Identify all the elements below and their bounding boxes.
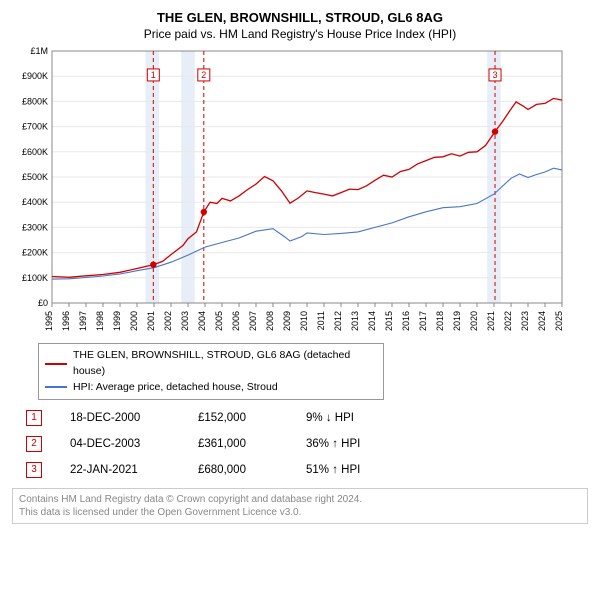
svg-text:2000: 2000 — [129, 311, 139, 331]
event-marker: 2 — [26, 436, 42, 452]
event-pct: 51% ↑ HPI — [306, 464, 416, 476]
event-price: £152,000 — [198, 412, 278, 424]
event-date: 04-DEC-2003 — [70, 438, 170, 450]
svg-text:2013: 2013 — [350, 311, 360, 331]
svg-text:2015: 2015 — [384, 311, 394, 331]
svg-text:£600K: £600K — [22, 147, 48, 157]
svg-text:1996: 1996 — [61, 311, 71, 331]
svg-text:2003: 2003 — [180, 311, 190, 331]
event-row: 2 04-DEC-2003 £361,000 36% ↑ HPI — [26, 436, 590, 452]
svg-text:2010: 2010 — [299, 311, 309, 331]
legend-label: THE GLEN, BROWNSHILL, STROUD, GL6 8AG (d… — [73, 348, 375, 380]
svg-text:£1M: £1M — [30, 47, 48, 56]
legend-row: HPI: Average price, detached house, Stro… — [45, 380, 375, 396]
chart-title: THE GLEN, BROWNSHILL, STROUD, GL6 8AG — [10, 10, 590, 25]
svg-text:2020: 2020 — [469, 311, 479, 331]
chart-subtitle: Price paid vs. HM Land Registry's House … — [10, 27, 590, 41]
legend: THE GLEN, BROWNSHILL, STROUD, GL6 8AG (d… — [38, 343, 384, 400]
price-chart: £0 £100K £200K £300K £400K £500K £600K £700K £80… — [10, 47, 570, 337]
event-row: 3 22-JAN-2021 £680,000 51% ↑ HPI — [26, 462, 590, 478]
svg-text:2009: 2009 — [282, 311, 292, 331]
events-list: 1 18-DEC-2000 £152,000 9% ↓ HPI 2 04-DEC-2003… — [26, 410, 590, 478]
svg-text:2023: 2023 — [520, 311, 530, 331]
event-pct: 9% ↓ HPI — [306, 412, 416, 424]
svg-text:2017: 2017 — [418, 311, 428, 331]
svg-text:£300K: £300K — [22, 222, 48, 232]
svg-text:2004: 2004 — [197, 311, 207, 331]
svg-text:2019: 2019 — [452, 311, 462, 331]
event-marker: 3 — [26, 462, 42, 478]
svg-text:1997: 1997 — [78, 311, 88, 331]
event-marker: 1 — [26, 410, 42, 426]
legend-swatch — [45, 386, 67, 388]
svg-text:£700K: £700K — [22, 122, 48, 132]
svg-text:2001: 2001 — [146, 311, 156, 331]
event-date: 18-DEC-2000 — [70, 412, 170, 424]
license-footer: Contains HM Land Registry data © Crown c… — [12, 488, 588, 524]
container: THE GLEN, BROWNSHILL, STROUD, GL6 8AG Pr… — [0, 0, 600, 532]
svg-text:3: 3 — [493, 70, 498, 80]
svg-text:2007: 2007 — [248, 311, 258, 331]
svg-text:2022: 2022 — [503, 311, 513, 331]
svg-text:2005: 2005 — [214, 311, 224, 331]
svg-text:1998: 1998 — [95, 311, 105, 331]
event-price: £361,000 — [198, 438, 278, 450]
legend-label: HPI: Average price, detached house, Stro… — [73, 380, 278, 396]
svg-text:2008: 2008 — [265, 311, 275, 331]
legend-row: THE GLEN, BROWNSHILL, STROUD, GL6 8AG (d… — [45, 348, 375, 380]
footer-line: Contains HM Land Registry data © Crown c… — [19, 493, 581, 506]
svg-text:2002: 2002 — [163, 311, 173, 331]
svg-text:2018: 2018 — [435, 311, 445, 331]
svg-text:£800K: £800K — [22, 96, 48, 106]
svg-text:2014: 2014 — [367, 311, 377, 331]
svg-text:2006: 2006 — [231, 311, 241, 331]
svg-text:2016: 2016 — [401, 311, 411, 331]
footer-line: This data is licensed under the Open Gov… — [19, 506, 581, 519]
event-price: £680,000 — [198, 464, 278, 476]
svg-text:2025: 2025 — [554, 311, 564, 331]
svg-text:£500K: £500K — [22, 172, 48, 182]
svg-text:1995: 1995 — [44, 311, 54, 331]
svg-text:£900K: £900K — [22, 71, 48, 81]
svg-text:1: 1 — [151, 70, 156, 80]
event-row: 1 18-DEC-2000 £152,000 9% ↓ HPI — [26, 410, 590, 426]
svg-text:£100K: £100K — [22, 273, 48, 283]
event-pct: 36% ↑ HPI — [306, 438, 416, 450]
svg-text:2011: 2011 — [316, 311, 326, 330]
event-date: 22-JAN-2021 — [70, 464, 170, 476]
svg-text:2: 2 — [201, 70, 206, 80]
legend-swatch — [45, 363, 67, 365]
svg-text:£400K: £400K — [22, 197, 48, 207]
svg-text:2024: 2024 — [537, 311, 547, 331]
svg-text:2012: 2012 — [333, 311, 343, 331]
svg-text:£0: £0 — [38, 298, 48, 308]
svg-text:1999: 1999 — [112, 311, 122, 331]
svg-text:2021: 2021 — [486, 311, 496, 331]
svg-text:£200K: £200K — [22, 248, 48, 258]
